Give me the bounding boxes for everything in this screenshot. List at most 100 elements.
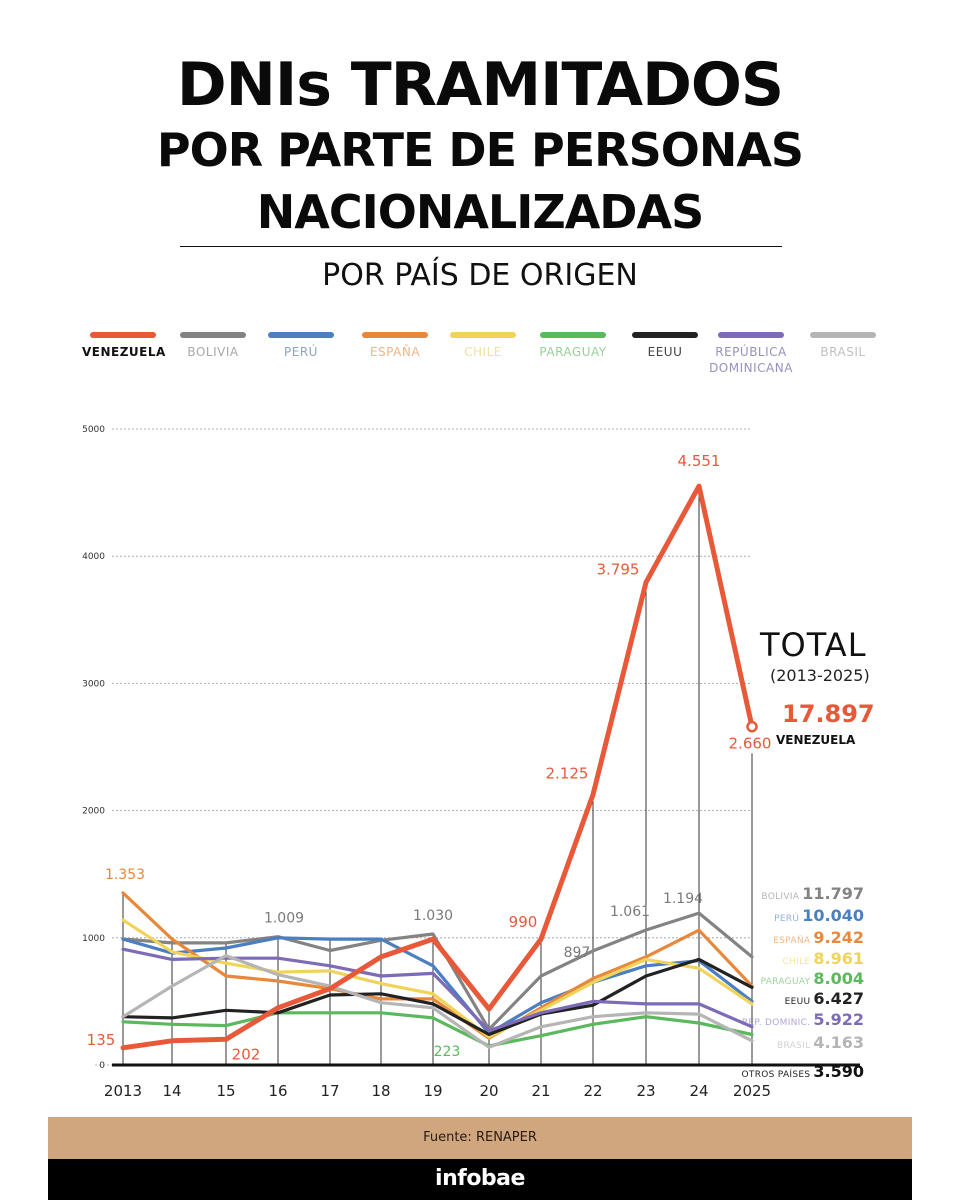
country-total-value: 5.922 <box>813 1010 864 1029</box>
data-label: 202 <box>232 1045 261 1063</box>
legend-item-per-: PERÚ <box>260 332 342 360</box>
legend-swatch <box>718 332 784 338</box>
data-label: 3.795 <box>597 560 640 578</box>
data-label: 897 <box>564 945 591 961</box>
country-total-rep-dominic-: REP. DOMINIC. 5.922 <box>742 1010 864 1029</box>
country-total-bolivia: BOLIVIA 11.797 <box>761 884 864 903</box>
title-line-3: NACIONALIZADAS <box>256 185 704 239</box>
legend-swatch <box>90 332 156 338</box>
series-line-rep-blica-dominicana <box>121 947 754 1033</box>
legend-label: REPÚBLICA DOMINICANA <box>709 345 793 375</box>
x-tick-label: 17 <box>320 1082 339 1100</box>
legend-item-venezuela: VENEZUELA <box>82 332 166 360</box>
legend-label: PERÚ <box>284 345 318 359</box>
y-tick-label: 2000 <box>82 807 105 817</box>
source-text: Fuente: RENAPER <box>423 1130 537 1145</box>
legend-item-brasil: BRASIL <box>802 332 884 360</box>
legend-swatch <box>362 332 428 338</box>
legend-swatch <box>810 332 876 338</box>
legend-item-paraguay: PARAGUAY <box>532 332 614 360</box>
legend-label: BRASIL <box>820 345 866 359</box>
x-tick-label: 18 <box>371 1082 390 1100</box>
y-tick-label: 0 <box>99 1061 105 1071</box>
country-total-label: REP. DOMINIC. <box>741 1018 811 1028</box>
data-label: 223 <box>434 1044 461 1060</box>
legend-swatch <box>450 332 516 338</box>
series-line-espa-a <box>121 891 754 1040</box>
total-range: (2013-2025) <box>770 666 870 685</box>
country-total-label: ESPAÑA <box>773 936 811 946</box>
x-tick-label: 16 <box>268 1082 287 1100</box>
y-tick-label: 1000 <box>82 934 105 944</box>
legend-label: VENEZUELA <box>82 345 166 359</box>
legend-swatch <box>632 332 698 338</box>
legend-label: CHILE <box>464 345 502 359</box>
country-total-value: 9.242 <box>813 928 864 947</box>
country-total-label: CHILE <box>782 957 811 967</box>
brand-bar: infobae <box>48 1159 912 1200</box>
data-label: 1.009 <box>264 911 304 927</box>
country-total-otros-pa-ses: OTROS PAÍSES 3.590 <box>742 1062 864 1081</box>
legend-label: EEUU <box>647 345 683 359</box>
country-total-value: 6.427 <box>813 989 864 1008</box>
country-total-label: PERÚ <box>774 914 800 924</box>
data-label: 2.125 <box>546 765 589 783</box>
source-bar: Fuente: RENAPER <box>48 1117 912 1159</box>
venezuela-end-marker <box>746 720 758 733</box>
series-line-brasil <box>121 953 754 1049</box>
data-label: 1.061 <box>610 904 650 920</box>
country-total-label: BRASIL <box>776 1041 811 1051</box>
subtitle: POR PAÍS DE ORIGEN <box>322 258 638 293</box>
series-line-chile <box>121 918 754 1039</box>
x-tick-label: 21 <box>531 1082 550 1100</box>
country-total-paraguay: PARAGUAY 8.004 <box>761 969 864 988</box>
country-total-label: PARAGUAY <box>760 977 811 987</box>
x-tick-label: 24 <box>689 1082 708 1100</box>
country-total-chile: CHILE 8.961 <box>782 949 864 968</box>
total-heading: TOTAL <box>760 626 867 664</box>
legend-item-chile: CHILE <box>442 332 524 360</box>
series-line-bolivia <box>121 911 754 1032</box>
legend-swatch <box>540 332 606 338</box>
series-line-eeuu <box>121 957 754 1037</box>
x-tick-label: 14 <box>162 1082 181 1100</box>
x-tick-label: 15 <box>216 1082 235 1100</box>
country-total-per-: PERÚ 10.040 <box>774 906 864 925</box>
country-total-eeuu: EEUU 6.427 <box>785 989 864 1008</box>
data-label: 4.551 <box>678 452 721 470</box>
data-label: 2.660 <box>729 735 772 753</box>
title-line-1: DNIs TRAMITADOS <box>176 50 784 120</box>
data-label: 135 <box>87 1031 116 1049</box>
series-line-paraguay <box>121 1011 754 1048</box>
country-total-brasil: BRASIL 4.163 <box>777 1033 864 1052</box>
legend-swatch <box>268 332 334 338</box>
x-tick-label: 22 <box>583 1082 602 1100</box>
legend-label: PARAGUAY <box>539 345 607 359</box>
legend-item-rep-blica-dominicana: REPÚBLICA DOMINICANA <box>703 332 799 376</box>
series-line-venezuela <box>120 483 755 1051</box>
x-tick-label: 20 <box>479 1082 498 1100</box>
data-label: 1.353 <box>105 867 145 883</box>
y-tick-label: 5000 <box>82 425 105 435</box>
country-total-label: BOLIVIA <box>761 892 800 902</box>
data-label: 1.030 <box>413 908 453 924</box>
country-total-label: OTROS PAÍSES <box>741 1070 811 1080</box>
country-total-value: 3.590 <box>813 1062 864 1081</box>
data-label: 990 <box>509 913 538 931</box>
series-line-per- <box>121 936 754 1035</box>
country-total-value: 11.797 <box>802 884 864 903</box>
brand-logo: infobae <box>435 1166 525 1191</box>
legend-item-espa-a: ESPAÑA <box>354 332 436 360</box>
y-tick-label: 4000 <box>82 552 105 562</box>
data-label: 1.194 <box>663 891 703 907</box>
total-venezuela-value: 17.897 <box>782 700 875 728</box>
x-tick-label: 2013 <box>104 1082 142 1100</box>
country-total-value: 8.004 <box>813 969 864 988</box>
total-venezuela-label: VENEZUELA <box>776 733 856 747</box>
y-tick-label: 3000 <box>82 679 105 689</box>
country-total-value: 8.961 <box>813 949 864 968</box>
country-total-value: 4.163 <box>813 1033 864 1052</box>
x-tick-label: 2025 <box>733 1082 771 1100</box>
legend-label: BOLIVIA <box>187 345 239 359</box>
